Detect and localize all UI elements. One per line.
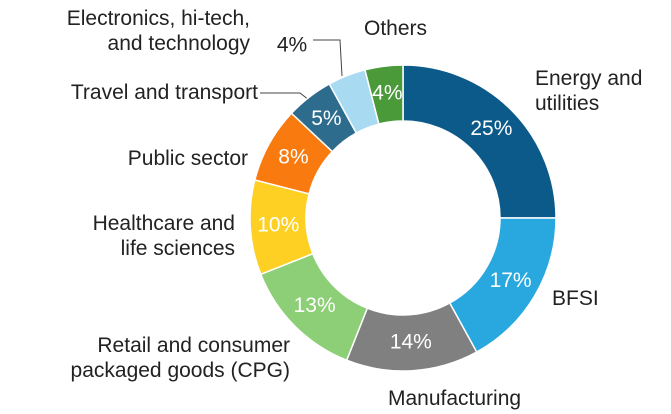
category-label: Energy and utilities bbox=[535, 67, 643, 115]
category-label: Public sector bbox=[127, 147, 248, 170]
value-label: 5% bbox=[311, 107, 341, 130]
category-label: Electronics, hi-tech, and technology bbox=[66, 7, 250, 55]
category-label: Others bbox=[364, 17, 428, 40]
donut-slice bbox=[402, 64, 557, 219]
category-label: Healthcare and life sciences bbox=[92, 212, 235, 260]
category-label: BFSI bbox=[552, 287, 599, 310]
value-label: 14% bbox=[390, 330, 432, 353]
value-label: 8% bbox=[278, 145, 308, 168]
category-label: Retail and consumer packaged goods (CPG) bbox=[70, 334, 290, 382]
value-label: 17% bbox=[490, 269, 532, 292]
value-label: 25% bbox=[470, 117, 512, 140]
leader-line bbox=[313, 39, 343, 77]
value-label: 13% bbox=[294, 294, 336, 317]
donut-slice bbox=[364, 64, 404, 125]
value-label: 10% bbox=[257, 213, 299, 236]
leader-line bbox=[260, 92, 310, 101]
value-label: 4% bbox=[372, 82, 402, 105]
category-label: Travel and transport bbox=[70, 81, 258, 104]
category-label: Manufacturing bbox=[388, 387, 522, 410]
value-label: 4% bbox=[277, 34, 307, 57]
